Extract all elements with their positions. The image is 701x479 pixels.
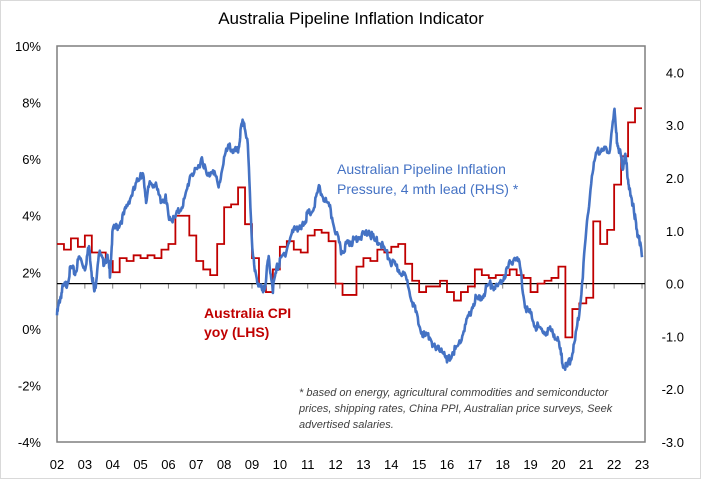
series-layer [55, 107, 644, 371]
cpi-series-label-line1: Australia CPI [204, 305, 291, 321]
footnote-line1: * based on energy, agricultural commodit… [299, 387, 610, 399]
x-tick-label: 02 [50, 457, 64, 472]
y-left-tick-label: 8% [22, 96, 41, 111]
x-tick-label: 09 [245, 457, 259, 472]
x-axis: 02 03 04 05 06 07 08 09 10 11 12 13 14 15 16 17 18 19 20 21… [50, 283, 649, 472]
x-tick-label: 06 [161, 457, 175, 472]
y-axis-left: 10% 8% 6% 4% 2% 0% -2% -4% [15, 39, 41, 450]
x-tick-label: 05 [133, 457, 147, 472]
x-tick-label: 10 [273, 457, 287, 472]
y-left-tick-label: 10% [15, 39, 41, 54]
x-tick-label: 11 [301, 457, 315, 472]
footnote-line2: prices, shipping rates, China PPI, Austr… [298, 403, 613, 415]
cpi-series-line [57, 107, 642, 339]
x-tick-label: 23 [635, 457, 649, 472]
x-tick-label: 16 [440, 457, 454, 472]
x-tick-label: 03 [78, 457, 92, 472]
y-axis-right: 4.0 3.0 2.0 1.0 0.0 -1.0 -2.0 -3.0 [662, 65, 684, 450]
y-right-tick-label: 0.0 [666, 277, 684, 292]
chart-title: Australia Pipeline Inflation Indicator [218, 9, 484, 28]
y-left-tick-label: -2% [18, 378, 42, 393]
y-right-tick-label: -2.0 [662, 382, 684, 397]
y-left-tick-label: 4% [22, 209, 41, 224]
x-tick-label: 21 [579, 457, 593, 472]
x-tick-label: 15 [412, 457, 426, 472]
x-tick-label: 18 [495, 457, 509, 472]
y-right-tick-label: -1.0 [662, 329, 684, 344]
x-tick-label: 12 [328, 457, 342, 472]
x-tick-label: 07 [189, 457, 203, 472]
x-tick-label: 20 [551, 457, 565, 472]
x-tick-label: 13 [356, 457, 370, 472]
x-tick-label: 17 [468, 457, 482, 472]
y-left-tick-label: -4% [18, 435, 42, 450]
cpi-series-label-line2: yoy (LHS) [204, 324, 269, 340]
x-tick-label: 08 [217, 457, 231, 472]
y-right-tick-label: -3.0 [662, 435, 684, 450]
y-right-tick-label: 3.0 [666, 118, 684, 133]
y-left-tick-label: 0% [22, 322, 41, 337]
y-left-tick-label: 2% [22, 265, 41, 280]
pipeline-series-label-line1: Australian Pipeline Inflation [337, 161, 506, 177]
footnote-line3: advertised salaries. [299, 419, 394, 431]
pipeline-series-label-line2: Pressure, 4 mth lead (RHS) * [337, 181, 519, 197]
y-right-tick-label: 2.0 [666, 171, 684, 186]
x-tick-label: 04 [105, 457, 119, 472]
y-right-tick-label: 4.0 [666, 65, 684, 80]
x-tick-label: 14 [384, 457, 398, 472]
x-tick-label: 19 [523, 457, 537, 472]
pipeline-series-line [55, 107, 644, 371]
y-right-tick-label: 1.0 [666, 224, 684, 239]
x-tick-label: 22 [607, 457, 621, 472]
y-left-tick-label: 6% [22, 152, 41, 167]
